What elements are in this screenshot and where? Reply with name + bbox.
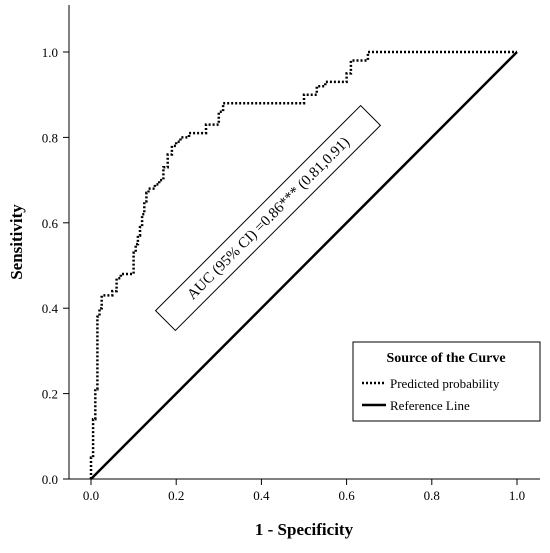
y-tick-label: 0.8: [42, 130, 58, 145]
legend-label-reference: Reference Line: [390, 398, 470, 413]
legend-title: Source of the Curve: [386, 351, 505, 366]
x-tick-label: 0.8: [424, 488, 440, 503]
x-tick-label: 0.4: [253, 488, 270, 503]
y-tick-label: 0.4: [42, 301, 59, 316]
x-axis-ticks: 0.0 0.2 0.4 0.6 0.8 1.0: [83, 479, 525, 503]
y-tick-label: 1.0: [42, 45, 58, 60]
legend: Source of the Curve Predicted probabilit…: [352, 341, 541, 422]
legend-label-predicted: Predicted probability: [390, 376, 500, 391]
x-tick-label: 0.6: [338, 488, 355, 503]
auc-annotation: AUC (95% CI) =0.86*** (0.81,0.91): [154, 104, 382, 332]
y-axis-title: Sensitivity: [7, 204, 26, 280]
x-axis-title: 1 - Specificity: [255, 520, 354, 539]
legend-box: [352, 341, 541, 422]
x-tick-label: 0.0: [83, 488, 99, 503]
y-tick-label: 0.6: [42, 216, 59, 231]
series-layer: [89, 50, 518, 480]
auc-annotation-text: AUC (95% CI) =0.86*** (0.81,0.91): [184, 134, 353, 303]
y-tick-label: 0.0: [42, 472, 58, 487]
series-predicted-probability: [89, 50, 517, 479]
auc-annotation-box: [154, 104, 382, 332]
y-axis-ticks: 0.0 0.2 0.4 0.6 0.8 1.0: [42, 45, 69, 487]
x-tick-label: 1.0: [509, 488, 525, 503]
x-tick-label: 0.2: [168, 488, 184, 503]
y-tick-label: 0.2: [42, 387, 58, 402]
series-reference-line: [90, 51, 518, 480]
